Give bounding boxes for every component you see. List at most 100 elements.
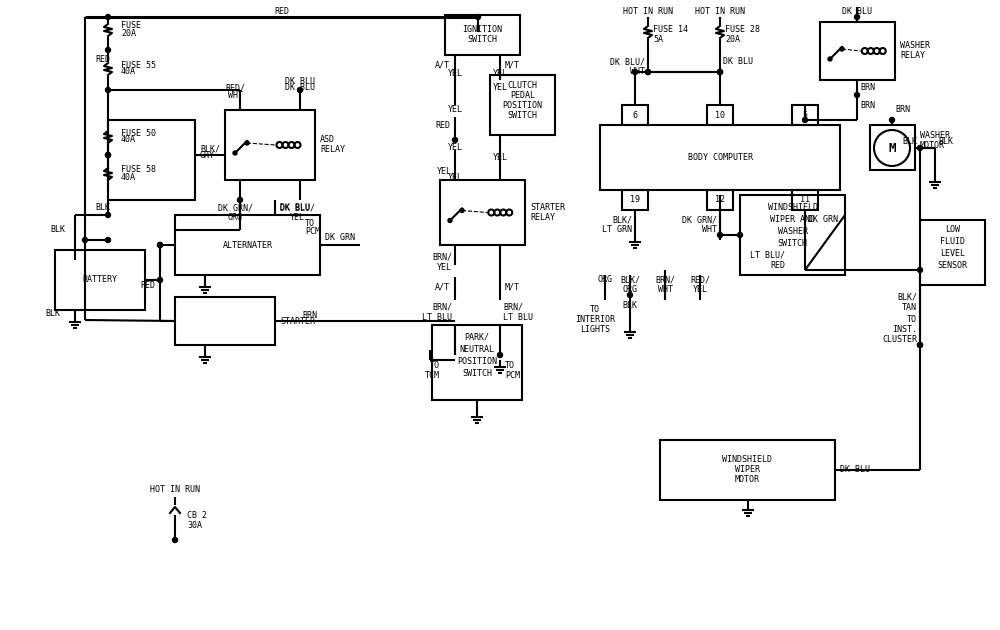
Bar <box>445 15 520 55</box>
Text: BLK/: BLK/ <box>612 215 632 224</box>
Text: DK BLU/: DK BLU/ <box>610 57 645 67</box>
Bar <box>432 325 522 400</box>
Bar <box>920 220 985 285</box>
Text: DK BLU/: DK BLU/ <box>280 203 314 212</box>
Text: POSITION: POSITION <box>457 357 497 365</box>
Text: FUSE 50: FUSE 50 <box>121 129 156 137</box>
Bar <box>108 120 195 200</box>
Text: BLK: BLK <box>45 309 60 318</box>
Circle shape <box>158 277 162 282</box>
Circle shape <box>718 69 722 74</box>
Text: 40A: 40A <box>121 173 136 181</box>
Circle shape <box>854 14 860 20</box>
Text: 20A: 20A <box>725 35 740 43</box>
Bar <box>660 440 835 500</box>
Text: A/T: A/T <box>435 60 450 69</box>
Circle shape <box>646 69 650 74</box>
Text: TO: TO <box>907 316 917 324</box>
Text: BATTERY: BATTERY <box>82 275 118 285</box>
Circle shape <box>460 209 464 212</box>
Bar <box>740 195 845 275</box>
Text: YEL: YEL <box>492 69 508 77</box>
Text: BLK/: BLK/ <box>200 144 220 154</box>
Text: DK GRN: DK GRN <box>325 234 355 243</box>
Text: BRN: BRN <box>302 311 318 319</box>
Text: RED/: RED/ <box>690 275 710 285</box>
Text: BLK: BLK <box>902 137 917 147</box>
Text: LOW: LOW <box>945 226 960 234</box>
Text: BRN: BRN <box>895 105 910 115</box>
Text: ALTERNATER: ALTERNATER <box>222 241 272 249</box>
Circle shape <box>738 232 742 238</box>
Text: RELAY: RELAY <box>530 213 555 222</box>
Text: RED/: RED/ <box>225 84 245 93</box>
Text: WIPER AND: WIPER AND <box>770 214 815 224</box>
Circle shape <box>718 232 722 238</box>
Text: RELAY: RELAY <box>900 52 925 60</box>
Text: BRN: BRN <box>860 84 875 93</box>
Text: 6: 6 <box>633 110 638 120</box>
Text: WASHER: WASHER <box>920 130 950 139</box>
Circle shape <box>298 88 302 93</box>
Circle shape <box>802 118 808 122</box>
Circle shape <box>918 268 922 273</box>
Text: YEL: YEL <box>492 83 508 91</box>
Text: HOT IN RUN: HOT IN RUN <box>150 486 200 495</box>
Text: DK GRN/: DK GRN/ <box>218 203 252 212</box>
Text: CLUTCH: CLUTCH <box>508 81 538 89</box>
Text: STARTER: STARTER <box>530 203 565 212</box>
Circle shape <box>158 243 162 248</box>
Text: DK BLU: DK BLU <box>285 84 315 93</box>
Text: NEUTRAL: NEUTRAL <box>460 345 494 353</box>
Text: TO: TO <box>305 219 315 229</box>
Text: YEL: YEL <box>448 142 462 151</box>
Circle shape <box>106 152 110 158</box>
Circle shape <box>452 137 458 142</box>
Circle shape <box>918 343 922 348</box>
Text: LT BLU/: LT BLU/ <box>750 251 785 260</box>
Bar <box>820 22 895 80</box>
Text: WASHER: WASHER <box>900 42 930 50</box>
Text: CB 2: CB 2 <box>187 510 207 520</box>
Circle shape <box>628 292 633 297</box>
Text: M/T: M/T <box>505 60 520 69</box>
Text: WHT: WHT <box>658 285 672 294</box>
Text: MOTOR: MOTOR <box>920 140 945 149</box>
Text: INST.: INST. <box>892 326 917 335</box>
Text: ASD: ASD <box>320 135 335 144</box>
Text: BLK: BLK <box>95 203 110 212</box>
Bar <box>792 190 818 210</box>
Bar <box>600 125 840 190</box>
Circle shape <box>828 57 832 61</box>
Circle shape <box>106 212 110 217</box>
Bar <box>440 180 525 245</box>
Text: DK BLU: DK BLU <box>723 57 753 67</box>
Bar <box>490 75 555 135</box>
Text: BRN/: BRN/ <box>432 302 452 311</box>
Circle shape <box>106 47 110 52</box>
Text: FUSE 58: FUSE 58 <box>121 166 156 175</box>
Text: FUSE 14: FUSE 14 <box>653 25 688 33</box>
Text: DK BLU: DK BLU <box>842 6 872 16</box>
Text: BLK: BLK <box>622 301 638 309</box>
Bar <box>792 105 818 125</box>
Text: WASHER: WASHER <box>778 227 808 236</box>
Text: STARTER: STARTER <box>280 316 315 326</box>
Text: WINDSHIELD: WINDSHIELD <box>722 455 772 464</box>
Text: BLK/: BLK/ <box>620 275 640 285</box>
Text: TO: TO <box>590 306 600 314</box>
Text: LEVEL: LEVEL <box>940 249 965 258</box>
Text: 40A: 40A <box>121 67 136 76</box>
Text: YEL: YEL <box>290 212 304 222</box>
Text: SWITCH: SWITCH <box>778 239 808 248</box>
Text: HOT IN RUN: HOT IN RUN <box>695 6 745 16</box>
Text: PCM: PCM <box>305 227 320 236</box>
Text: SWITCH: SWITCH <box>468 35 498 45</box>
Text: WINDSHIELD: WINDSHIELD <box>768 202 818 212</box>
Circle shape <box>476 14 480 20</box>
Text: FUSE 28: FUSE 28 <box>725 25 760 33</box>
Circle shape <box>874 130 910 166</box>
Circle shape <box>718 69 722 74</box>
Text: A/T: A/T <box>435 282 450 292</box>
Text: 10: 10 <box>715 110 725 120</box>
